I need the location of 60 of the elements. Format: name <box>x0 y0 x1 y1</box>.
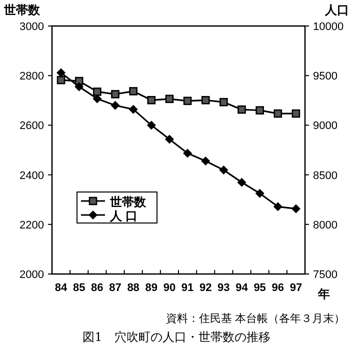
point <box>255 188 264 198</box>
y-tick-label: 2200 <box>20 219 44 232</box>
x-tick-label: 96 <box>272 282 284 294</box>
point <box>238 105 246 114</box>
point <box>201 156 210 166</box>
x-tick-label: 85 <box>72 282 86 294</box>
point <box>291 204 300 214</box>
legend-label: 人 口 <box>109 209 138 223</box>
point <box>56 76 66 84</box>
y-tick-label: 2000 <box>20 269 44 281</box>
point <box>165 94 174 104</box>
point <box>183 148 192 158</box>
x-tick-label: 95 <box>254 282 266 294</box>
y-tick-label: 2800 <box>20 70 44 83</box>
point <box>220 98 228 106</box>
x-axis-title: 年 <box>317 287 330 301</box>
y2-tick-label: 8500 <box>313 170 338 182</box>
text: 資料：住民基 本台帳（各年３月末） <box>166 312 345 325</box>
point <box>128 104 138 114</box>
y2-tick-label: 7500 <box>313 269 338 281</box>
y-tick-label: 2600 <box>20 120 44 132</box>
y-tick-label: 2400 <box>20 170 44 182</box>
caption: 図1 穴吹町の人口・世帯数の推移 <box>82 330 270 344</box>
x-tick-label: 92 <box>199 282 212 294</box>
x-tick-label: 86 <box>91 282 104 294</box>
point <box>201 96 210 104</box>
y2-axis-title: 人口 <box>324 3 349 17</box>
point <box>183 96 192 106</box>
x-tick-label: 89 <box>145 282 158 294</box>
point <box>292 109 300 118</box>
point <box>274 109 282 118</box>
x-tick-label: 90 <box>163 282 176 294</box>
x-tick-label: 84 <box>54 282 68 294</box>
y2-tick-label: 9000 <box>313 120 338 132</box>
point <box>92 94 102 104</box>
x-tick-label: 87 <box>109 282 122 294</box>
point <box>256 106 264 114</box>
point <box>93 88 102 96</box>
point <box>129 87 138 96</box>
point <box>273 202 282 212</box>
x-tick-label: 93 <box>218 282 230 294</box>
legend-label: 世帯数 <box>109 195 147 209</box>
point <box>219 166 228 175</box>
point <box>147 96 156 104</box>
x-tick-label: 91 <box>181 282 194 294</box>
point <box>74 82 84 92</box>
point <box>237 178 246 187</box>
y2-tick-label: 8000 <box>313 219 338 232</box>
point <box>146 120 156 130</box>
point <box>56 68 66 78</box>
y-tick-label: 3000 <box>20 21 44 33</box>
x-tick-label: 94 <box>236 282 249 294</box>
point <box>110 100 120 110</box>
y2-tick-label: 10000 <box>313 21 344 33</box>
x-tick-label: 97 <box>290 282 302 294</box>
x-tick-label: 88 <box>127 282 140 294</box>
point <box>111 90 120 98</box>
point <box>164 134 174 144</box>
y2-tick-label: 9500 <box>313 70 338 83</box>
y-axis-title: 世帯数 <box>3 3 41 17</box>
